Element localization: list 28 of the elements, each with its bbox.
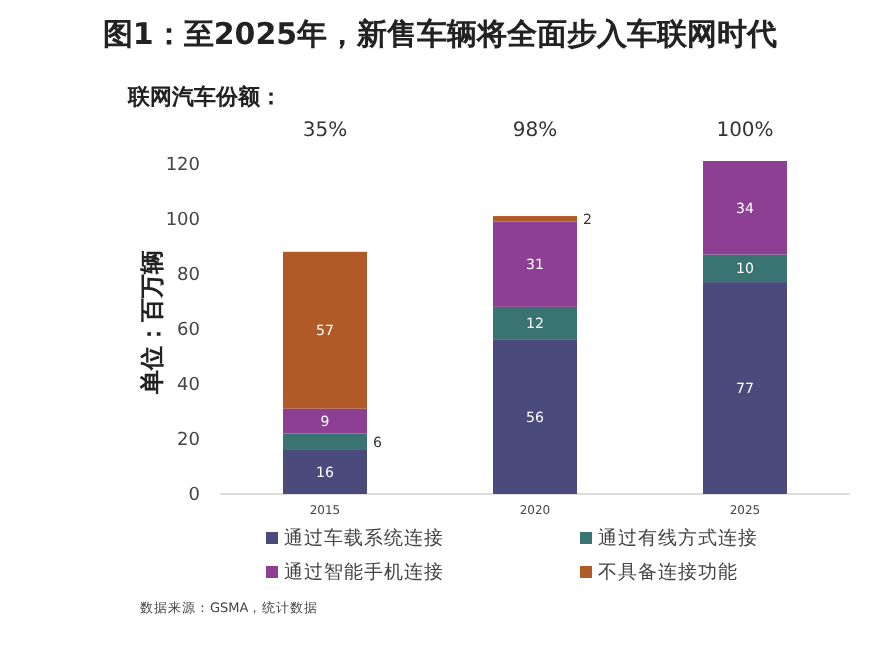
bar [493, 216, 577, 222]
y-tick-label: 80 [177, 265, 201, 286]
bar [493, 339, 577, 494]
bar [493, 221, 577, 307]
text: 35% [302, 120, 348, 142]
bar [493, 306, 577, 340]
bar [703, 282, 787, 494]
bar [283, 251, 367, 409]
legend-label: 通过车载系统连接 [284, 526, 444, 550]
bar [283, 408, 367, 434]
y-tick-label: 40 [177, 375, 201, 396]
legend-label: 不具备连接功能 [598, 560, 738, 584]
y-tick-label: 120 [165, 155, 201, 176]
y-tick-label: 60 [177, 320, 201, 341]
text: 100% [716, 120, 774, 142]
bar [703, 161, 787, 255]
y-tick-label: 20 [177, 430, 201, 451]
chart-title: 图1：至2025年，新售车辆将全面步入车联网时代 [102, 16, 778, 52]
chart-subtitle: 联网汽车份额： [126, 84, 282, 110]
bar [283, 449, 367, 494]
text: 98% [512, 120, 558, 142]
y-tick-label: 0 [188, 486, 201, 506]
y-axis-title: 单位：百万辆 [138, 250, 166, 396]
bar [283, 433, 367, 450]
y-tick-label: 100 [165, 210, 201, 231]
bar [703, 254, 787, 283]
legend-label: 通过智能手机连接 [284, 560, 444, 584]
legend-label: 通过有线方式连接 [598, 526, 758, 550]
